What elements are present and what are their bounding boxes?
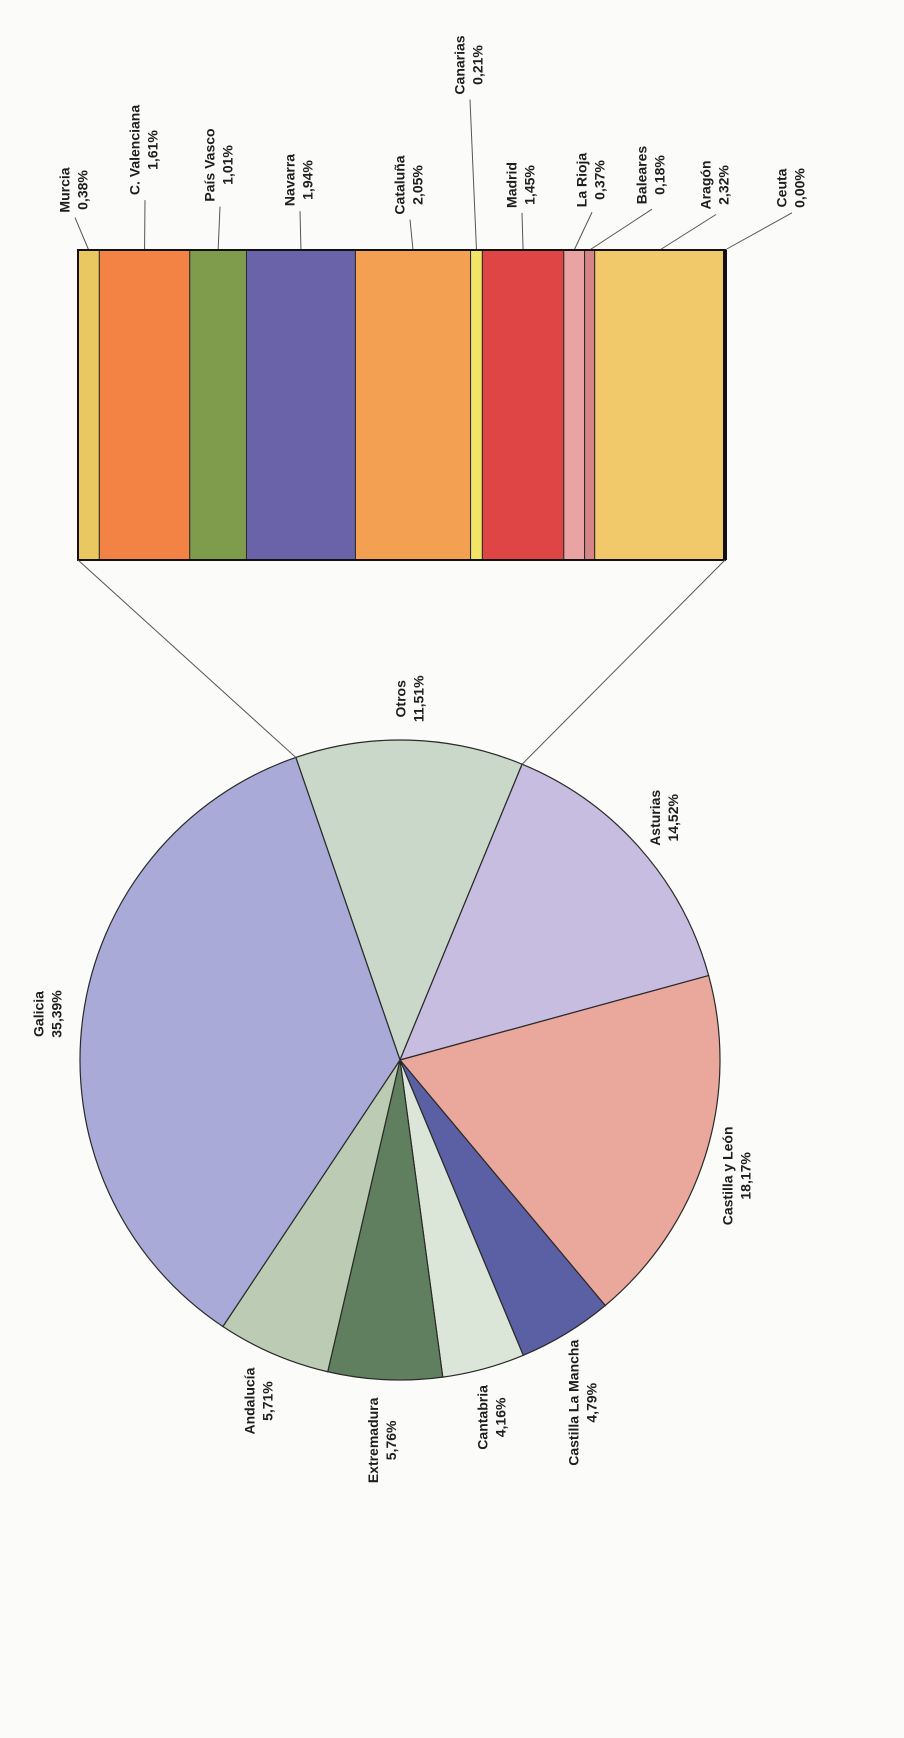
pie-slice [295, 739, 523, 1062]
bar-label-value: 0,37% [592, 160, 608, 200]
leader-line [409, 219, 414, 251]
leader-line [659, 214, 717, 251]
pie-label-name: Castilla La Mancha [565, 1340, 581, 1466]
bar-segment [470, 249, 483, 561]
pie-label-value: 5,76% [383, 1420, 399, 1460]
pie-label-name: Otros [392, 680, 408, 718]
pie-label-value: 14,52% [665, 793, 681, 841]
pie-label-name: Galicia [31, 991, 47, 1037]
pie-label-value: 11,51% [410, 675, 426, 722]
bar-label-value: 2,05% [410, 165, 426, 205]
pie-label-name: Extremadura [365, 1397, 381, 1483]
bar-label-value: 1,45% [522, 165, 538, 205]
bar-label-name: Murcia [57, 167, 73, 212]
leader-line [299, 211, 302, 251]
bar-label-value: 2,32% [716, 165, 732, 205]
bar-label-value: 1,01% [220, 145, 236, 185]
pie-label-value: 4,79% [583, 1382, 599, 1422]
bar-label-name: Navarra [282, 154, 298, 206]
bar-segment [594, 249, 726, 561]
leader-line [469, 99, 477, 251]
bar-label-name: La Rioja [574, 153, 590, 208]
bar-label-value: 0,21% [470, 45, 486, 85]
leader-line [573, 212, 593, 251]
bar-label-name: Madrid [504, 162, 520, 208]
pie-label-name: Asturias [647, 790, 663, 846]
bar-segment [98, 249, 191, 561]
pie-slice [398, 974, 721, 1307]
bar-segment [584, 249, 596, 561]
pie-slice [398, 763, 710, 1061]
bar-segment [77, 249, 100, 561]
bar-label-value: 1,61% [145, 130, 161, 170]
bar-label-name: Aragón [698, 161, 714, 210]
pie-label-name: Cantabria [474, 1385, 490, 1450]
pie-label-name: Castilla y León [720, 1126, 736, 1225]
leader-line [74, 217, 90, 251]
bar-label-value: 1,94% [300, 160, 316, 200]
bar-segment [563, 249, 586, 561]
leader-line [217, 206, 221, 251]
bar-segment [481, 249, 565, 561]
pie-label-name: Andalucía [241, 1367, 257, 1434]
bar-label-value: 0,38% [75, 170, 91, 210]
bar-label-name: Canarias [452, 35, 468, 94]
bar-label-name: Ceuta [774, 168, 790, 207]
bar-segment [245, 249, 356, 561]
pie-label-value: 35,39% [49, 990, 65, 1038]
leader-line [724, 212, 793, 251]
bar-label-name: País Vasco [202, 128, 218, 201]
bar-segment [189, 249, 247, 561]
connector-line [521, 559, 726, 765]
bar-label-name: Cataluña [392, 155, 408, 214]
bar-label-value: 0,00% [792, 168, 808, 208]
leader-line [589, 208, 653, 251]
bar-segment [354, 249, 472, 561]
leader-line [521, 212, 524, 251]
bar-label-name: C. Valenciana [127, 105, 143, 195]
bar-label-value: 0,18% [652, 155, 668, 195]
pie-slice [79, 756, 401, 1328]
pie-label-value: 18,17% [738, 1152, 754, 1200]
bar-label-name: Baleares [634, 146, 650, 205]
pie-label-value: 4,16% [492, 1397, 508, 1437]
connector-line [77, 559, 297, 758]
pie-label-value: 5,71% [259, 1381, 275, 1421]
